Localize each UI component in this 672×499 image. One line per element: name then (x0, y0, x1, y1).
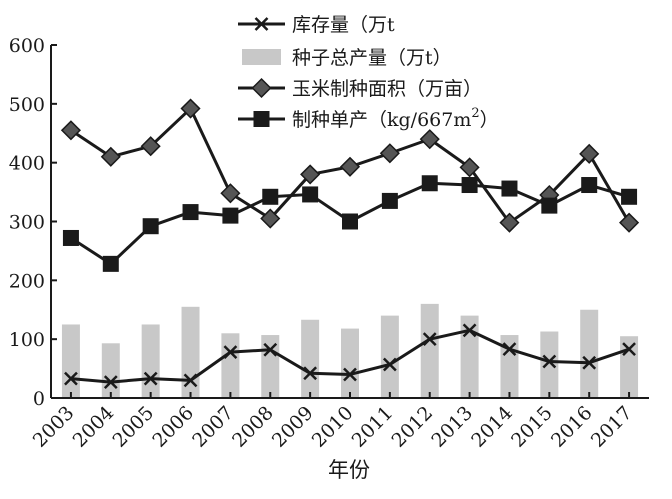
diamond-marker (379, 143, 400, 164)
legend: 库存量（万t 种子总产量（万t） 玉米制种面积（万亩） 制种单产（kg/667m2） (238, 14, 499, 131)
square-marker (262, 188, 279, 205)
square-marker (461, 177, 478, 194)
bar (181, 306, 200, 398)
y-tick-label: 300 (9, 212, 45, 234)
square-marker (621, 188, 638, 205)
x-marker (183, 373, 198, 388)
x-tick-label: 2015 (507, 402, 557, 452)
legend-item: 种子总产量（万t） (242, 47, 452, 69)
x-tick-label: 2008 (228, 402, 278, 452)
x-marker (254, 17, 269, 31)
diamond-marker (180, 98, 201, 119)
x-tick-label: 2010 (308, 402, 358, 452)
bar (61, 324, 80, 398)
diamond-marker (260, 208, 281, 229)
bar (141, 324, 160, 398)
diamond-marker (140, 136, 161, 157)
legend-label: 制种单产（kg/667m2） (292, 106, 499, 131)
x-tick-label: 2013 (427, 402, 477, 452)
diamond-marker (100, 146, 121, 167)
bar (341, 328, 359, 398)
square-marker (102, 255, 119, 272)
x-marker (64, 371, 78, 386)
y-tick-label: 100 (9, 329, 45, 351)
diamond-marker (499, 212, 520, 233)
square-marker (142, 218, 159, 235)
legend-label: 种子总产量（万t） (292, 47, 452, 69)
x-marker (263, 342, 278, 357)
bar (380, 315, 399, 398)
x-tick-labels: 2003200420052006200720082009201020112012… (29, 402, 637, 452)
y-tick-label: 0 (33, 388, 45, 410)
x-marker (542, 354, 557, 369)
x-marker (502, 342, 517, 357)
square-marker (302, 186, 319, 203)
legend-label: 玉米制种面积（万亩） (292, 78, 482, 100)
x-tick-label: 2006 (148, 402, 198, 452)
x-tick-label: 2016 (547, 402, 597, 452)
square-marker (182, 204, 199, 221)
legend-item: 玉米制种面积（万亩） (238, 77, 482, 100)
x-tick-label: 2005 (108, 402, 158, 452)
x-marker (103, 375, 118, 389)
x-marker (303, 366, 318, 381)
bar (301, 319, 320, 398)
y-tick-label: 400 (9, 153, 45, 175)
y-tick-label: 600 (9, 35, 45, 57)
square-marker (222, 207, 239, 224)
bars-layer (61, 303, 639, 398)
lines-layer (60, 98, 640, 389)
y-tick-labels: 0 100 200 300 400 500 600 (9, 35, 45, 410)
diamond-marker (300, 164, 321, 185)
x-marker (622, 342, 636, 357)
square-marker (501, 180, 518, 197)
square-marker (253, 111, 270, 127)
x-marker (582, 355, 597, 370)
x-axis-label: 年份 (328, 458, 370, 482)
bar (101, 343, 120, 398)
x-tick-label: 2007 (188, 402, 238, 452)
x-tick-label: 2004 (69, 402, 119, 452)
x-tick-label: 2017 (587, 402, 637, 452)
x-tick-label: 2011 (348, 402, 398, 452)
square-marker (342, 213, 358, 230)
x-tick-label: 2014 (467, 402, 517, 452)
square-marker (381, 192, 398, 209)
bar (540, 331, 559, 398)
x-marker (223, 345, 238, 359)
square-marker (541, 197, 558, 214)
axes (50, 44, 649, 399)
diamond-marker (619, 212, 640, 233)
bar (420, 303, 439, 398)
square-marker (62, 229, 79, 246)
bar (460, 315, 479, 398)
diamond-marker (251, 77, 272, 99)
y-tick-label: 500 (9, 94, 45, 116)
x-marker (462, 323, 477, 338)
x-tick-label: 2012 (388, 402, 438, 452)
diamond-marker (579, 143, 600, 164)
diamond-marker (220, 183, 241, 204)
y-tick-label: 200 (9, 270, 45, 292)
x-marker (382, 357, 397, 372)
bar (221, 333, 240, 398)
legend-swatch (242, 49, 281, 65)
x-marker (343, 367, 357, 382)
x-tick-label: 2009 (268, 402, 318, 452)
square-marker (581, 177, 598, 194)
x-marker (143, 371, 158, 386)
bar (620, 336, 639, 398)
x-marker (422, 332, 437, 347)
legend-label: 库存量（万t (292, 14, 395, 36)
legend-item: 库存量（万t (238, 14, 395, 36)
diamond-marker (60, 120, 81, 141)
legend-item: 制种单产（kg/667m2） (238, 106, 499, 131)
bar (580, 309, 599, 398)
diamond-marker (459, 157, 480, 178)
diamond-marker (339, 156, 361, 177)
square-marker (421, 175, 438, 192)
diamond-marker (419, 129, 440, 150)
